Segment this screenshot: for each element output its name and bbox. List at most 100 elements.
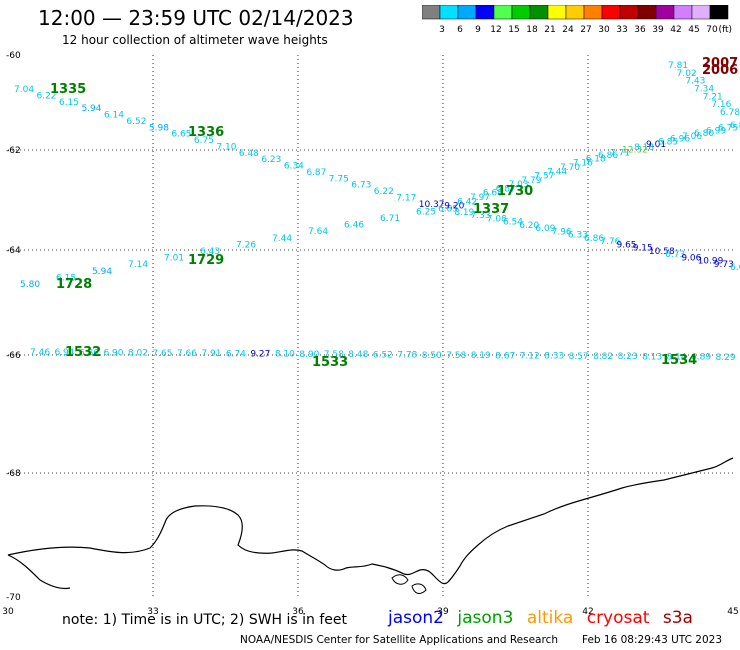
legend-tick-label: 15 — [508, 25, 519, 35]
swh-value-upper-ascending: 6.87 — [496, 184, 516, 194]
swh-value-lower-track: 8.90 — [299, 350, 319, 360]
swh-value-lower-track: 6.94 — [54, 348, 74, 358]
swh-value-lower-track: 8.50 — [422, 351, 442, 361]
swh-value-top-right: 7.02 — [677, 69, 697, 79]
lon-tick-label: 30 — [2, 607, 14, 617]
swh-value-upper-descending: 7.10 — [216, 142, 236, 152]
swh-value-upper-descending: 10.58 — [649, 247, 675, 257]
generated-timestamp: Feb 16 08:29:43 UTC 2023 — [582, 634, 722, 646]
swh-value-upper-descending: 10.37 — [419, 200, 445, 210]
swh-value-upper-descending: 6.52 — [126, 117, 146, 127]
swh-value-upper-ascending: 6.85 — [658, 137, 678, 147]
satellite-jason2: jason2 — [388, 608, 444, 628]
swh-value-upper-descending: 5.94 — [81, 104, 101, 114]
swh-value-upper-descending: 6.73 — [665, 250, 685, 260]
swh-value-upper-descending: 6.54 — [503, 218, 523, 228]
pass-time-label: 1534 — [661, 353, 697, 368]
swh-value-upper-descending: 6.63 — [730, 263, 740, 273]
credit-line: NOAA/NESDIS Center for Satellite Applica… — [240, 634, 558, 646]
swh-value-lower-track: 8.02 — [128, 349, 148, 359]
swh-value-lower-track: 8.29 — [716, 353, 736, 363]
lon-tick-label: 36 — [292, 607, 304, 617]
swh-value-upper-descending: 5.98 — [149, 123, 169, 133]
swh-value-lower-track: 7.91 — [201, 349, 221, 359]
swh-value-upper-ascending: 6.75 — [718, 124, 738, 134]
swh-value-upper-ascending: 6.96 — [670, 135, 690, 145]
swh-value-lower-track: 7.58 — [446, 351, 466, 361]
swh-value-upper-descending: 6.22 — [36, 91, 56, 101]
legend-tick-label: 3 — [439, 25, 445, 35]
swh-value-upper-ascending: 6.42 — [457, 197, 477, 207]
legend-swatch — [709, 5, 729, 20]
swh-value-upper-ascending: 7.01 — [164, 254, 184, 264]
lat-tick-label: -60 — [6, 51, 21, 61]
swh-value-upper-descending: 9.15 — [633, 244, 653, 254]
swh-value-upper-descending: 8.19 — [454, 208, 474, 218]
lon-tick-label: 39 — [437, 607, 449, 617]
swh-value-upper-descending: 7.17 — [396, 193, 416, 203]
satellite-cryosat: cryosat — [586, 608, 650, 628]
swh-value-upper-ascending: 6.43 — [200, 247, 220, 257]
swh-value-upper-descending: 6.86 — [584, 234, 604, 244]
swh-value-upper-ascending: 7.64 — [308, 227, 328, 237]
pass-time-label: 1533 — [312, 355, 348, 370]
satellite-jason3: jason3 — [457, 608, 514, 628]
legend-tick-label: 27 — [580, 25, 591, 35]
swh-value-top-right: 7.21 — [703, 92, 723, 102]
swh-value-upper-descending: 6.85 — [438, 205, 458, 215]
swh-value-upper-ascending: 7.44 — [272, 234, 292, 244]
swh-value-upper-ascending: 9.01 — [646, 140, 666, 150]
island-outline — [411, 583, 427, 594]
legend-tick-label: 36 — [634, 25, 646, 35]
pass-time-label: 1335 — [50, 82, 86, 97]
swh-value-lower-track: 8.14 — [667, 352, 687, 362]
lon-tick-label: 42 — [582, 607, 593, 617]
legend-tick-label: 21 — [544, 25, 555, 35]
swh-value-top-right: 7.81 — [668, 61, 688, 71]
swh-value-upper-descending: 6.75 — [194, 136, 214, 146]
swh-value-upper-descending: 6.73 — [351, 181, 371, 191]
lon-tick-label: 45 — [727, 607, 738, 617]
swh-value-lower-track: 6.52 — [373, 350, 393, 360]
swh-value-upper-ascending: 7.26 — [236, 240, 256, 250]
lat-tick-label: -62 — [6, 146, 21, 156]
swh-value-upper-descending: 9.06 — [681, 253, 701, 263]
swh-value-upper-ascending: 5.80 — [20, 280, 40, 290]
swh-value-upper-descending: 6.33 — [568, 231, 588, 241]
swh-value-top-right: 7.16 — [711, 100, 731, 110]
swh-value-lower-track: 8.82 — [593, 352, 613, 362]
legend-tick-label: 6 — [457, 25, 463, 35]
swh-value-upper-ascending: 6.68 — [483, 189, 503, 199]
swh-value-lower-track: 8.13 — [642, 352, 662, 362]
lat-tick-label: -64 — [6, 246, 21, 256]
legend-tick-label: 9 — [475, 25, 481, 35]
swh-value-lower-track: 6.90 — [103, 349, 123, 359]
swh-value-upper-descending: 6.34 — [284, 162, 304, 172]
pass-time-label: 1729 — [188, 253, 224, 268]
pass-time-label: 1730 — [497, 184, 533, 199]
swh-value-top-right: 7.34 — [694, 85, 714, 95]
pass-time-label: 1336 — [188, 125, 224, 140]
swh-value-upper-descending: 6.22 — [374, 187, 394, 197]
swh-value-lower-track: 6.86 — [79, 348, 99, 358]
swh-value-upper-ascending: 7.16 — [573, 159, 593, 169]
swh-value-upper-ascending: 7.97 — [470, 193, 490, 203]
swh-value-upper-ascending: 6.80 — [694, 129, 714, 139]
lat-tick-label: -70 — [6, 593, 21, 603]
satellite-legend: jason2 jason3 altika cryosat s3a — [388, 608, 701, 628]
wave-height-color-legend: 3 6 9 12 15 18 21 24 27 30 33 36 39 42 45 70 (ft) — [422, 5, 732, 35]
swh-value-upper-descending: 7.75 — [329, 174, 349, 184]
swh-value-upper-ascending: 7.79 — [521, 176, 541, 186]
swh-value-upper-descending: 10.99 — [698, 257, 724, 267]
page-subtitle: 12 hour collection of altimeter wave hei… — [62, 33, 328, 47]
pass-time-label: 1337 — [473, 202, 509, 217]
swh-value-upper-descending: 6.65 — [171, 130, 191, 140]
lat-tick-label: -66 — [6, 351, 21, 361]
lat-tick-label: -68 — [6, 469, 21, 479]
satellite-altika: altika — [526, 608, 574, 628]
swh-value-upper-ascending: 6.86 — [598, 151, 618, 161]
swh-value-upper-ascending: 6.71 — [380, 214, 400, 224]
swh-value-upper-ascending: 6.15 — [56, 273, 76, 283]
swh-value-upper-ascending: 7.03 — [509, 180, 529, 190]
